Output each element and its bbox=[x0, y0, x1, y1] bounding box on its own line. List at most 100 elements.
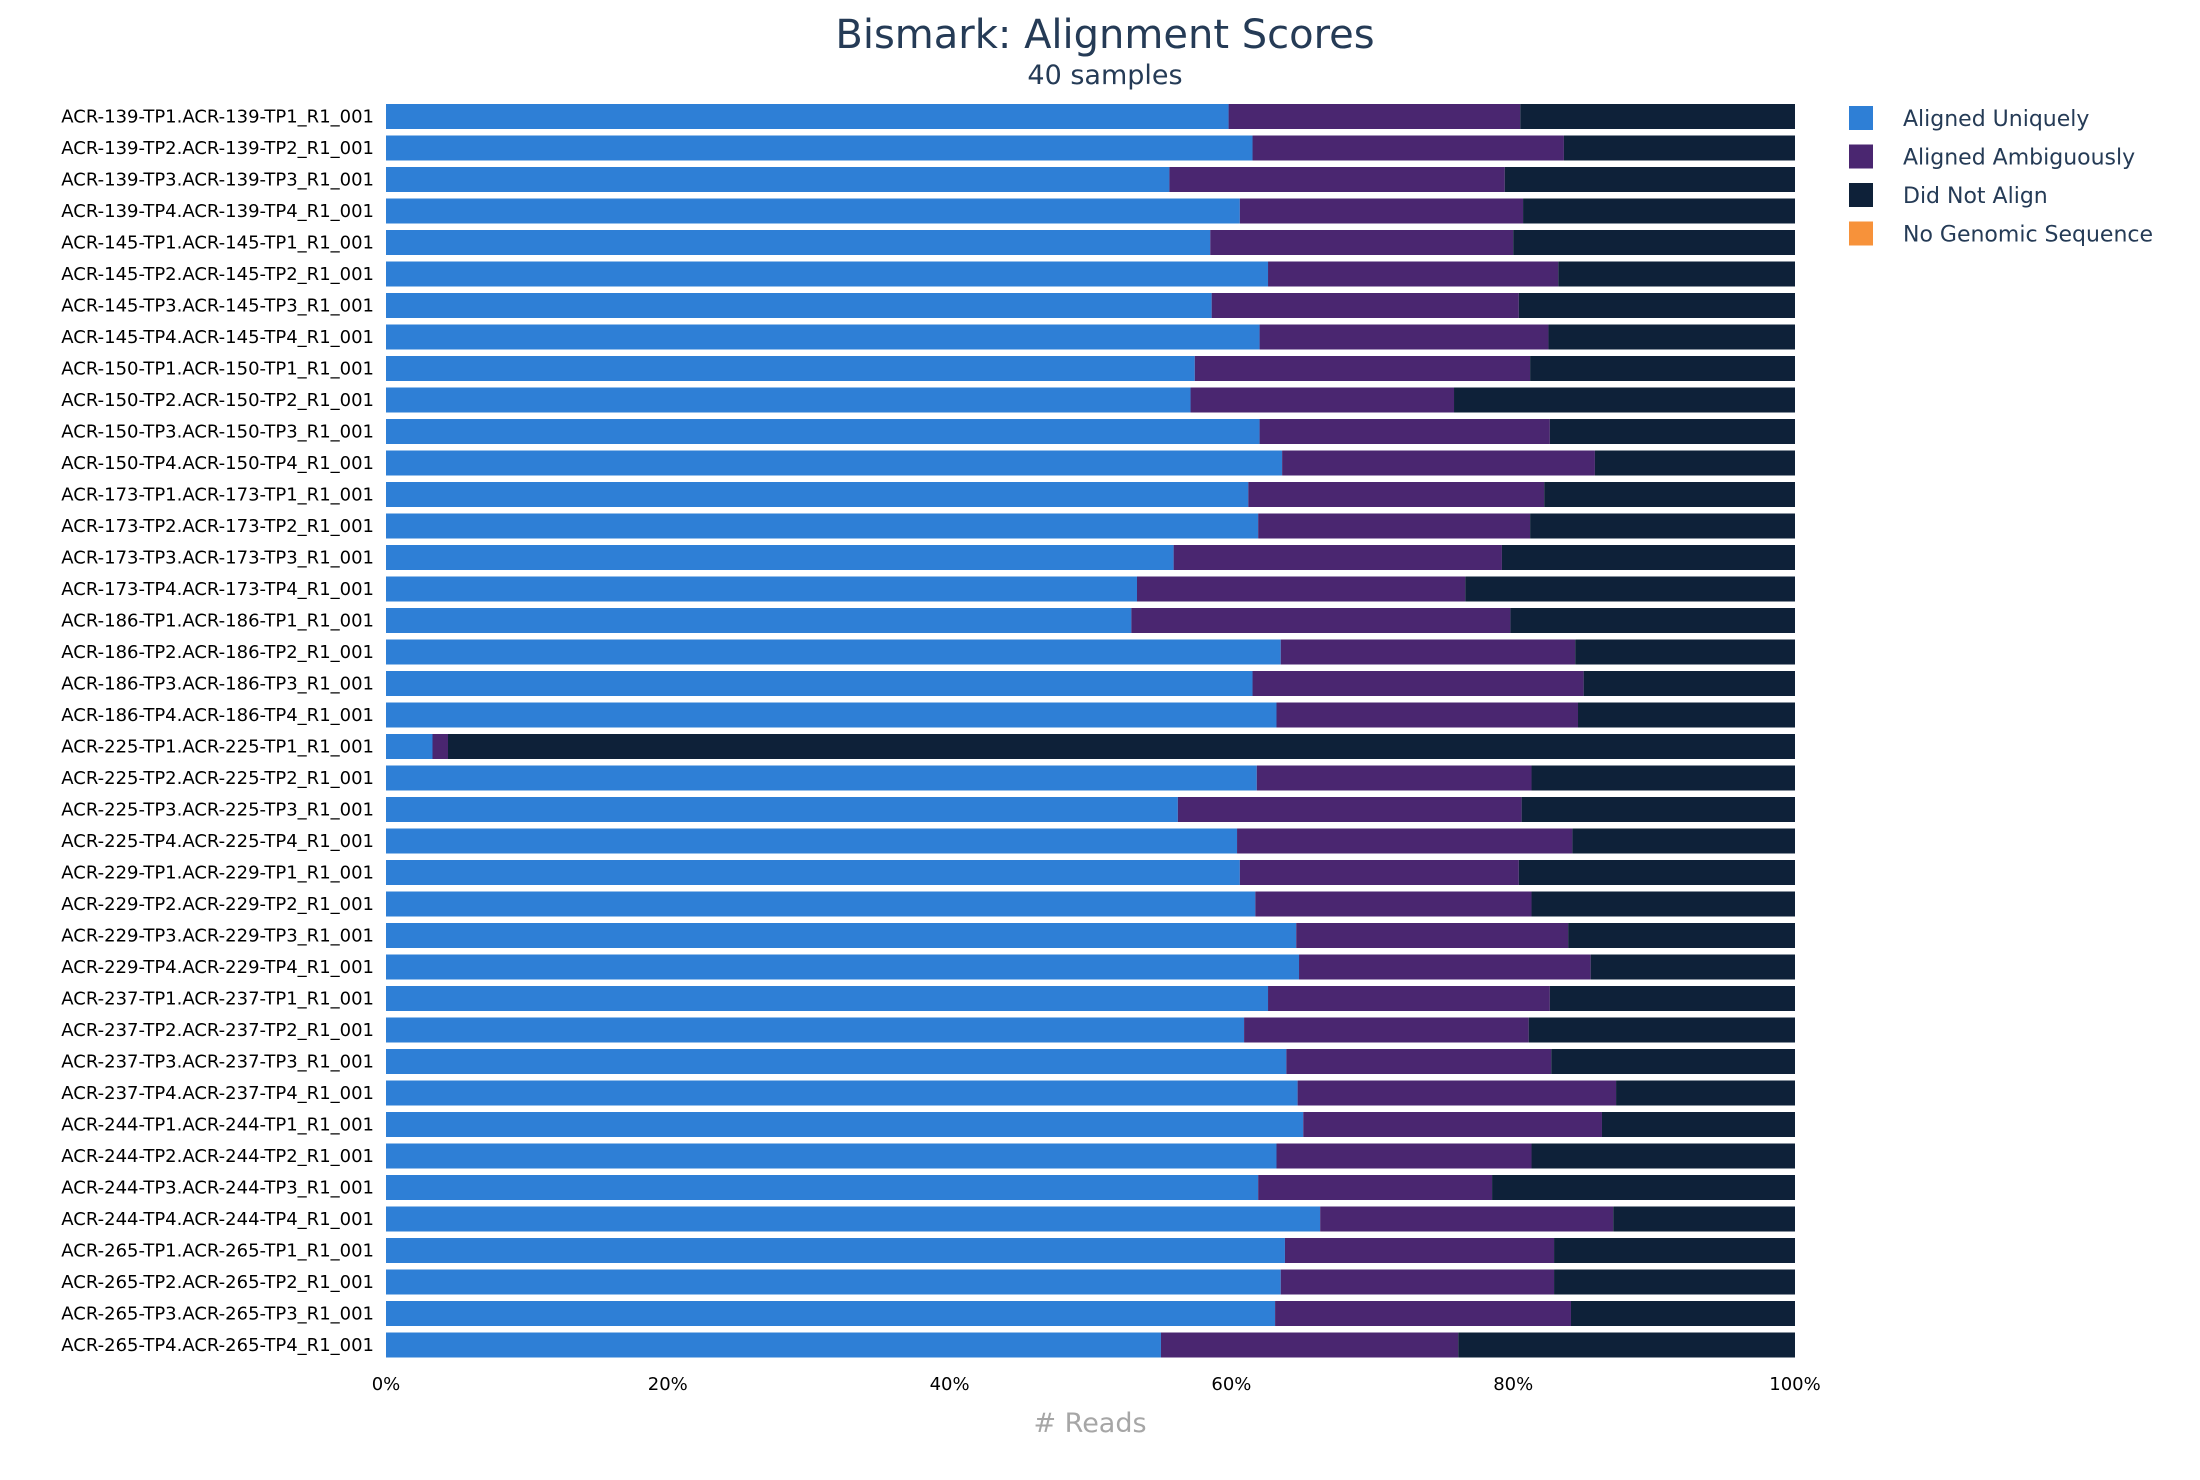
bar-segment bbox=[1572, 828, 1795, 854]
x-tick-label: 0% bbox=[372, 1374, 401, 1395]
bar-segment bbox=[1548, 324, 1795, 350]
bar-segment bbox=[1280, 639, 1576, 665]
legend-item[interactable]: Aligned Uniquely bbox=[1849, 106, 2089, 132]
bar-segment bbox=[386, 1143, 1277, 1169]
x-tick-label: 60% bbox=[1211, 1374, 1251, 1395]
bar-segment bbox=[1531, 1143, 1795, 1169]
bar-segment bbox=[1296, 923, 1569, 948]
bar-segment bbox=[386, 261, 1269, 287]
chart-title: Bismark: Alignment Scores bbox=[835, 12, 1374, 58]
legend-swatch bbox=[1849, 183, 1873, 207]
category-label: ACR-237-TP3.ACR-237-TP3_R1_001 bbox=[61, 1052, 374, 1073]
bar-segment bbox=[1504, 167, 1795, 192]
bar-segment bbox=[1501, 545, 1795, 570]
category-label: ACR-237-TP1.ACR-237-TP1_R1_001 bbox=[61, 989, 374, 1010]
bar-segment bbox=[1239, 198, 1524, 224]
category-label: ACR-173-TP2.ACR-173-TP2_R1_001 bbox=[61, 516, 374, 537]
category-label: ACR-186-TP3.ACR-186-TP3_R1_001 bbox=[61, 674, 374, 695]
bar-segment bbox=[1510, 608, 1795, 633]
bar-segment bbox=[1520, 104, 1795, 129]
legend-swatch bbox=[1849, 144, 1873, 169]
bar-segment bbox=[1173, 545, 1502, 570]
bar-segment bbox=[386, 923, 1297, 948]
category-label: ACR-186-TP2.ACR-186-TP2_R1_001 bbox=[61, 642, 374, 663]
bar-segment bbox=[1299, 954, 1591, 980]
bar-segment bbox=[386, 891, 1256, 917]
bar-segment bbox=[1554, 1269, 1795, 1295]
category-label: ACR-173-TP4.ACR-173-TP4_R1_001 bbox=[61, 579, 374, 600]
legend-item[interactable]: No Genomic Sequence bbox=[1849, 221, 2153, 248]
category-label: ACR-139-TP3.ACR-139-TP3_R1_001 bbox=[61, 170, 374, 191]
category-label: ACR-145-TP4.ACR-145-TP4_R1_001 bbox=[61, 327, 374, 348]
bar-segment bbox=[1297, 1080, 1617, 1106]
bar-segment bbox=[1259, 324, 1549, 350]
legend-item[interactable]: Aligned Ambiguously bbox=[1849, 144, 2135, 171]
category-label: ACR-265-TP3.ACR-265-TP3_R1_001 bbox=[61, 1304, 374, 1325]
bar-segment bbox=[386, 1238, 1285, 1263]
x-tick-label: 40% bbox=[930, 1374, 970, 1395]
bar-segment bbox=[1530, 356, 1795, 381]
category-label: ACR-244-TP3.ACR-244-TP3_R1_001 bbox=[61, 1178, 374, 1199]
category-label: ACR-186-TP4.ACR-186-TP4_R1_001 bbox=[61, 705, 374, 726]
bar-segment bbox=[386, 356, 1195, 381]
bar-segment bbox=[386, 734, 433, 759]
x-tick-labels-group: 0% 20% 40% 60% 80% 100% bbox=[372, 1374, 1821, 1395]
bars-group bbox=[386, 104, 1795, 1358]
bar-segment bbox=[1568, 923, 1795, 948]
bar-segment bbox=[1244, 1017, 1529, 1043]
bar-segment bbox=[1549, 986, 1795, 1011]
legend-item[interactable]: Did Not Align bbox=[1849, 183, 2048, 209]
bar-segment bbox=[1248, 482, 1545, 507]
bar-segment bbox=[1523, 198, 1795, 224]
category-label: ACR-225-TP1.ACR-225-TP1_R1_001 bbox=[61, 737, 374, 758]
bar-segment bbox=[1454, 387, 1795, 413]
bar-segment bbox=[386, 1206, 1321, 1232]
category-label: ACR-265-TP1.ACR-265-TP1_R1_001 bbox=[61, 1241, 374, 1262]
bar-segment bbox=[1252, 135, 1564, 161]
bar-segment bbox=[1228, 104, 1521, 129]
bar-segment bbox=[1210, 230, 1514, 255]
x-tick-label: 20% bbox=[648, 1374, 688, 1395]
bar-segment bbox=[386, 1175, 1259, 1200]
bar-segment bbox=[386, 1017, 1245, 1043]
bar-segment bbox=[1575, 639, 1795, 665]
category-label: ACR-244-TP2.ACR-244-TP2_R1_001 bbox=[61, 1146, 374, 1167]
bar-segment bbox=[1518, 293, 1795, 318]
bar-segment bbox=[1492, 1175, 1795, 1200]
legend-label: No Genomic Sequence bbox=[1903, 223, 2153, 248]
category-labels-group: ACR-139-TP1.ACR-139-TP1_R1_001 ACR-139-TP… bbox=[61, 107, 374, 1357]
bar-segment bbox=[1465, 576, 1795, 602]
bar-segment bbox=[1531, 765, 1795, 791]
category-label: ACR-150-TP3.ACR-150-TP3_R1_001 bbox=[61, 422, 374, 443]
bar-segment bbox=[1303, 1112, 1602, 1137]
bar-segment bbox=[386, 387, 1191, 413]
bar-segment bbox=[1286, 1049, 1552, 1074]
bar-segment bbox=[386, 860, 1240, 885]
category-label: ACR-237-TP2.ACR-237-TP2_R1_001 bbox=[61, 1020, 374, 1041]
bar-segment bbox=[386, 671, 1253, 696]
category-label: ACR-145-TP1.ACR-145-TP1_R1_001 bbox=[61, 233, 374, 254]
bar-segment bbox=[1458, 1332, 1795, 1358]
bar-segment bbox=[386, 230, 1211, 255]
category-label: ACR-150-TP1.ACR-150-TP1_R1_001 bbox=[61, 359, 374, 380]
category-label: ACR-225-TP2.ACR-225-TP2_R1_001 bbox=[61, 768, 374, 789]
category-label: ACR-229-TP1.ACR-229-TP1_R1_001 bbox=[61, 863, 374, 884]
bar-segment bbox=[386, 1049, 1287, 1074]
bar-segment bbox=[1258, 1175, 1493, 1200]
bar-segment bbox=[386, 1112, 1304, 1137]
bar-segment bbox=[1554, 1238, 1795, 1263]
category-label: ACR-173-TP1.ACR-173-TP1_R1_001 bbox=[61, 485, 374, 506]
category-label: ACR-139-TP4.ACR-139-TP4_R1_001 bbox=[61, 201, 374, 222]
bar-segment bbox=[1549, 419, 1795, 444]
bar-segment bbox=[1613, 1206, 1795, 1232]
x-tick-label: 100% bbox=[1769, 1374, 1820, 1395]
bar-segment bbox=[1616, 1080, 1795, 1106]
bar-segment bbox=[1255, 891, 1532, 917]
category-label: ACR-150-TP4.ACR-150-TP4_R1_001 bbox=[61, 453, 374, 474]
category-label: ACR-225-TP4.ACR-225-TP4_R1_001 bbox=[61, 831, 374, 852]
bar-segment bbox=[432, 734, 448, 759]
bar-segment bbox=[1518, 860, 1795, 885]
chart-subtitle: 40 samples bbox=[1027, 60, 1182, 91]
bar-segment bbox=[1237, 828, 1573, 854]
